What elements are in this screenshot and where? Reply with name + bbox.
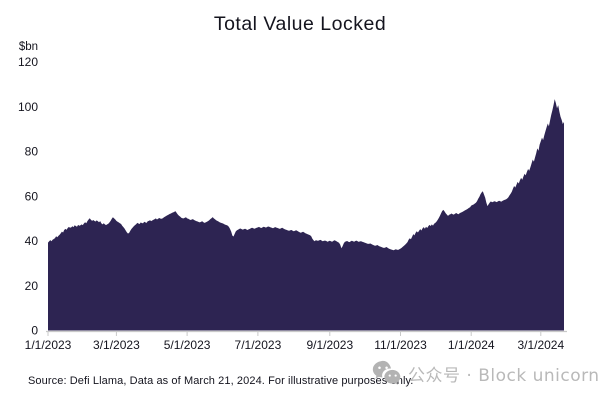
- x-tick-label: 1/1/2024: [448, 338, 495, 352]
- source-note: Source: Defi Llama, Data as of March 21,…: [28, 375, 414, 387]
- x-tick-label: 1/1/2023: [25, 338, 72, 352]
- y-tick-label: 20: [25, 279, 39, 293]
- y-tick-label: 100: [18, 100, 38, 114]
- y-tick-label: 60: [25, 189, 39, 203]
- x-tick-label: 9/1/2023: [306, 338, 353, 352]
- y-tick-label: 120: [18, 55, 38, 69]
- watermark: 公众号 · Block unicorn: [372, 360, 600, 386]
- y-axis-unit-label: $bn: [19, 41, 38, 53]
- tvl-area-series: [48, 99, 564, 331]
- x-tick-label: 5/1/2023: [164, 338, 211, 352]
- x-tick-label: 3/1/2023: [93, 338, 140, 352]
- y-tick-label: 0: [31, 324, 38, 338]
- y-tick-label: 40: [25, 234, 39, 248]
- chart-title: Total Value Locked: [213, 13, 387, 35]
- x-tick-label: 7/1/2023: [235, 338, 282, 352]
- x-tick-label: 3/1/2024: [517, 338, 564, 352]
- wechat-icon: [372, 360, 401, 385]
- x-tick-label: 11/1/2023: [374, 338, 427, 352]
- watermark-text: 公众号 · Block unicorn: [408, 365, 600, 386]
- y-tick-label: 80: [25, 145, 39, 159]
